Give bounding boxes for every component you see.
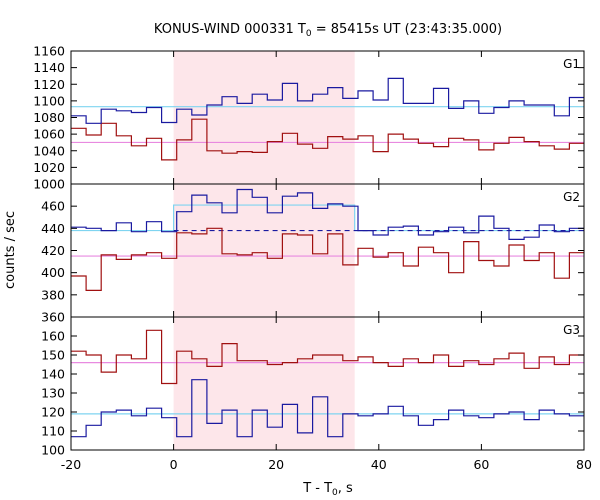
- x-tick-label: 20: [268, 457, 284, 472]
- panel-g1-blue-series: [71, 77, 584, 124]
- panel-g3: 100 110 120 130 140 150 160 G3: [41, 316, 585, 458]
- panel-g2-y-tick-label: 400: [41, 265, 65, 280]
- panel-g2-y-tick-label: 460: [41, 199, 65, 214]
- panel-g2-burst-level-line: [173, 204, 356, 231]
- panel-g1-y-tick-label: 1140: [33, 60, 65, 75]
- y-axis-title: counts / sec: [3, 211, 18, 289]
- panel-g2-y-tick-label: 380: [41, 287, 65, 302]
- panel-g3-y-tick-label: 100: [41, 443, 65, 458]
- x-axis-title: T - T0, s: [302, 481, 353, 498]
- x-tick-label: 80: [576, 457, 592, 472]
- panel-g1-red-series: [71, 118, 584, 161]
- panel-g3-y-tick-label: 150: [41, 348, 65, 363]
- panel-g2-y-tick-label: 360: [41, 310, 65, 325]
- panel-g1-y-tick-label: 1120: [33, 77, 65, 92]
- panel-g3-y-tick-label: 120: [41, 405, 65, 420]
- panel-g3-blue-series: [71, 379, 584, 438]
- panel-g1-y-tick-label: 1160: [33, 44, 65, 59]
- panel-g2-red-series: [71, 227, 584, 291]
- chart-title-rest: = 85415s UT (23:43:35.000): [312, 22, 502, 37]
- panel-g3-y-tick-label: 160: [41, 329, 65, 344]
- x-axis-title-main: T - T: [302, 481, 332, 496]
- panel-g1-y-tick-label: 1040: [33, 143, 65, 158]
- panel-g1-y-tick-label: 1060: [33, 127, 65, 142]
- panel-g3-label: G3: [563, 323, 580, 337]
- chart-title-subscript: 0: [306, 29, 312, 39]
- panel-g3-frame: [70, 316, 585, 451]
- x-axis-title-subscript: 0: [332, 488, 338, 498]
- panel-g3-y-tick-label: 110: [41, 424, 65, 439]
- x-axis-title-rest: , s: [338, 481, 353, 496]
- x-tick-label: 0: [170, 457, 178, 472]
- plot-panels: 100010201040106010801100112011401160G136…: [33, 44, 592, 473]
- chart-title-main: KONUS-WIND 000331 T: [154, 22, 306, 37]
- panel-g2-y-tick-label: 420: [41, 243, 65, 258]
- panel-g3-y-tick-label: 140: [41, 367, 65, 382]
- panel-g2-blue-series: [71, 188, 584, 240]
- panel-g1-y-tick-label: 1000: [33, 177, 65, 192]
- panel-g3-red-series: [71, 329, 584, 385]
- panel-g2-y-tick-label: 440: [41, 221, 65, 236]
- panel-g1-label: G1: [563, 57, 580, 71]
- burst-interval-shade: [173, 51, 355, 450]
- panel-g1-y-tick-label: 1080: [33, 110, 65, 125]
- x-tick-label: 60: [473, 457, 489, 472]
- panel-g1-y-tick-label: 1020: [33, 160, 65, 175]
- panel-g3-y-tick-label: 130: [41, 386, 65, 401]
- chart-title: KONUS-WIND 000331 T0 = 85415s UT (23:43:…: [154, 22, 502, 39]
- panel-g2-label: G2: [563, 190, 580, 204]
- panel-g1-y-tick-label: 1100: [33, 93, 65, 108]
- x-tick-label: 40: [371, 457, 387, 472]
- x-tick-label: -20: [61, 457, 81, 472]
